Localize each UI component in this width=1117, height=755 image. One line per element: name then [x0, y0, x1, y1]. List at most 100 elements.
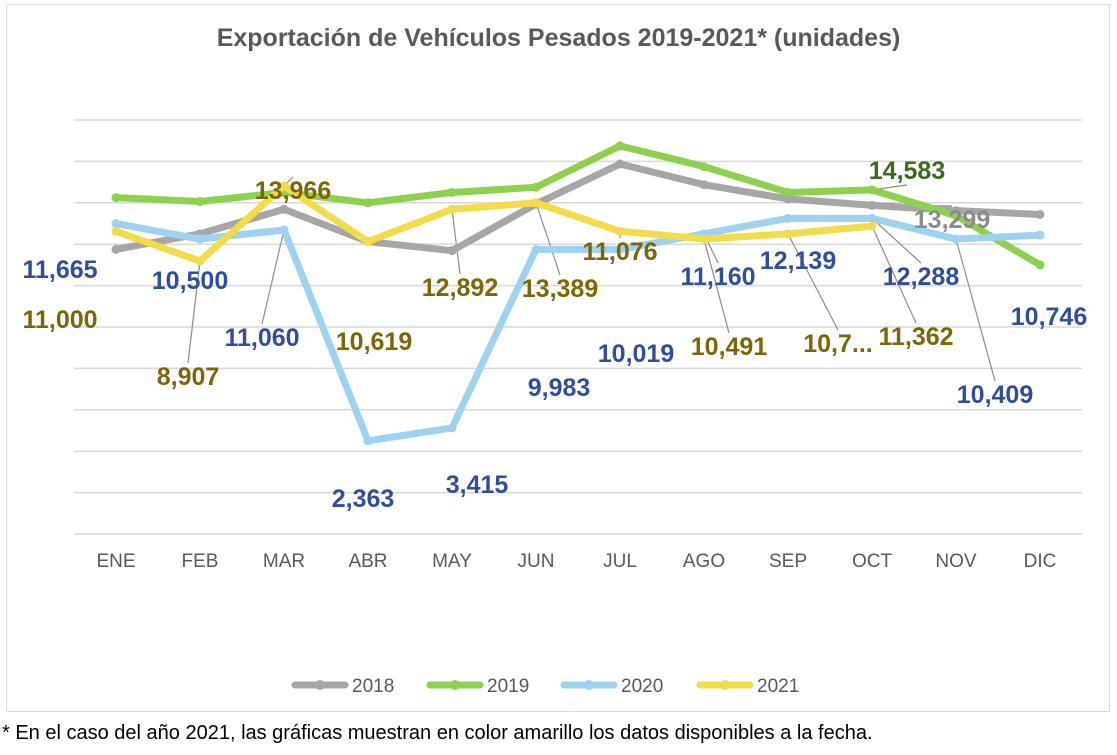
leader-line — [703, 238, 730, 334]
legend-label: 2019 — [487, 676, 529, 697]
leader-line — [787, 233, 839, 331]
leader-line — [871, 225, 917, 324]
data-label-2021: 10,619 — [336, 328, 412, 356]
data-point-2021 — [783, 229, 793, 239]
data-label-2021: 11,362 — [878, 323, 953, 351]
x-tick-label: JUN — [518, 551, 555, 572]
data-point-2021 — [363, 237, 373, 247]
data-label-2020: 2,363 — [332, 485, 395, 513]
data-point-2019 — [111, 193, 121, 203]
x-tick-label: ABR — [348, 551, 387, 572]
legend-label: 2020 — [621, 676, 663, 697]
data-point-2019 — [867, 185, 877, 195]
legend-label: 2018 — [352, 676, 394, 697]
x-tick-label: MAR — [263, 551, 305, 572]
data-label-2021: 13,966 — [255, 177, 331, 205]
data-point-2021 — [699, 234, 709, 244]
leader-line — [187, 260, 201, 364]
data-point-2018 — [783, 194, 793, 204]
legend-marker — [584, 680, 594, 690]
data-label-2020: 11,060 — [224, 324, 299, 352]
data-point-2020 — [195, 234, 205, 244]
x-tick-label: ENE — [96, 551, 135, 572]
legend-item-2018: 2018 — [291, 676, 394, 697]
data-point-2019 — [1035, 260, 1045, 270]
data-point-2019 — [783, 187, 793, 197]
data-label-2021: 13,389 — [522, 275, 598, 303]
data-label-2021: 10,7... — [803, 330, 873, 358]
data-point-2018 — [279, 204, 289, 214]
data-point-2019 — [951, 211, 961, 221]
x-tick-label: NOV — [935, 551, 977, 572]
data-label-2020: 11,160 — [680, 263, 755, 291]
legend-marker — [450, 680, 460, 690]
data-label-2020: 10,409 — [957, 381, 1033, 409]
data-point-2021 — [447, 204, 457, 214]
data-point-2020 — [363, 436, 373, 446]
data-label-2021: 11,000 — [22, 306, 97, 334]
data-point-2018 — [867, 200, 877, 210]
data-point-2020 — [1035, 230, 1045, 240]
data-point-2018 — [447, 246, 457, 256]
x-tick-label: DIC — [1024, 551, 1057, 572]
data-label-2020: 10,746 — [1011, 303, 1087, 331]
data-label-2019: 14,583 — [869, 157, 945, 185]
x-tick-label: MAY — [432, 551, 472, 572]
legend-item-2020: 2020 — [560, 676, 663, 697]
data-point-2021 — [867, 221, 877, 231]
chart-area — [6, 4, 1110, 712]
legend-label: 2021 — [757, 676, 799, 697]
data-point-2019 — [699, 162, 709, 172]
data-point-2018 — [111, 244, 121, 254]
leader-line — [871, 217, 922, 264]
data-point-2021 — [111, 226, 121, 236]
data-point-2020 — [615, 244, 625, 254]
data-point-2021 — [615, 226, 625, 236]
data-label-2021: 10,491 — [691, 333, 768, 361]
data-label-2021: 12,892 — [422, 274, 498, 302]
data-point-2019 — [447, 187, 457, 197]
data-point-2019 — [363, 198, 373, 208]
x-tick-label: JUL — [603, 551, 637, 572]
data-label-2020: 11,665 — [22, 256, 97, 284]
data-label-2020: 10,019 — [598, 340, 674, 368]
data-point-2021 — [195, 256, 205, 266]
chart-title: Exportación de Vehículos Pesados 2019-20… — [216, 24, 901, 52]
data-label-2020: 12,288 — [883, 263, 960, 291]
x-tick-label: AGO — [683, 551, 725, 572]
data-point-2020 — [531, 244, 541, 254]
legend-marker — [720, 680, 730, 690]
data-label-2020: 10,500 — [152, 267, 228, 295]
data-point-2020 — [951, 234, 961, 244]
data-label-2020: 3,415 — [446, 471, 509, 499]
data-label-2018: 13,299 — [914, 206, 990, 234]
data-point-2020 — [783, 213, 793, 223]
x-tick-label: OCT — [852, 551, 893, 572]
data-point-2021 — [279, 181, 289, 191]
data-point-2020 — [279, 225, 289, 235]
leader-line — [535, 202, 561, 276]
x-tick-label: FEB — [182, 551, 219, 572]
data-point-2019 — [195, 197, 205, 207]
leader-line — [955, 238, 996, 382]
data-label-2021: 11,076 — [582, 238, 657, 266]
data-point-2018 — [1035, 209, 1045, 219]
leader-line — [261, 229, 285, 325]
series-line-2021 — [112, 182, 876, 265]
data-point-2018 — [615, 159, 625, 169]
data-point-2021 — [531, 198, 541, 208]
data-label-2021: 8,907 — [157, 363, 220, 391]
footnote: * En el caso del año 2021, las gráficas … — [2, 722, 873, 744]
data-point-2020 — [447, 423, 457, 433]
legend-marker — [315, 680, 325, 690]
data-point-2020 — [867, 213, 877, 223]
x-tick-label: SEP — [769, 551, 807, 572]
series-line-2020 — [112, 214, 1044, 445]
data-label-2020: 9,983 — [528, 374, 591, 402]
data-point-2019 — [531, 182, 541, 192]
data-point-2018 — [699, 180, 709, 190]
data-label-2020: 12,139 — [760, 247, 836, 275]
leader-line — [451, 209, 461, 275]
legend-item-2021: 2021 — [696, 676, 799, 697]
